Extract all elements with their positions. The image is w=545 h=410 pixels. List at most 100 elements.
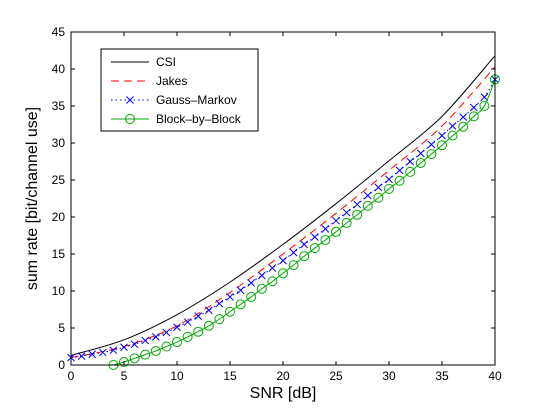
x-marker-stroke	[226, 293, 234, 301]
y-tick-label: 35	[52, 99, 66, 113]
x-marker-stroke	[374, 183, 383, 192]
x-tick-label: 5	[121, 369, 128, 383]
x-marker-stroke	[130, 340, 139, 349]
legend-label-jakes: Jakes	[156, 74, 187, 88]
data-point-gauss-markov	[194, 312, 203, 321]
data-point-block-by-block	[362, 200, 373, 211]
data-point-gauss-markov	[448, 122, 457, 130]
data-point-gauss-markov	[162, 328, 171, 337]
data-point-gauss-markov	[204, 306, 213, 315]
legend-marker-block-by-block	[125, 114, 135, 124]
data-point-gauss-markov	[88, 350, 97, 359]
x-marker-stroke	[204, 306, 213, 315]
data-point-block-by-block	[193, 326, 204, 337]
data-point-block-by-block	[299, 251, 310, 262]
data-point-gauss-markov	[438, 131, 446, 140]
data-point-gauss-markov	[406, 157, 415, 166]
legend-label-csi: CSI	[156, 55, 176, 69]
data-point-block-by-block	[458, 121, 469, 132]
x-tick-label: 20	[276, 369, 290, 383]
data-point-block-by-block	[256, 283, 267, 294]
x-marker-stroke	[173, 323, 181, 332]
data-point-block-by-block	[172, 337, 182, 348]
data-point-gauss-markov	[469, 103, 478, 112]
data-point-block-by-block	[150, 345, 161, 356]
data-point-block-by-block	[394, 175, 405, 186]
data-point-block-by-block	[140, 349, 151, 360]
data-point-gauss-markov	[257, 271, 266, 280]
data-point-gauss-markov	[120, 343, 128, 352]
x-marker-stroke	[257, 271, 266, 280]
data-point-block-by-block	[214, 314, 225, 325]
data-point-block-by-block	[225, 306, 235, 317]
x-marker-stroke	[406, 157, 415, 166]
x-marker-stroke	[77, 352, 86, 360]
x-marker-stroke	[194, 312, 203, 321]
data-point-block-by-block	[182, 331, 193, 342]
data-point-gauss-markov	[289, 248, 298, 257]
data-point-gauss-markov	[141, 336, 150, 345]
x-marker-stroke	[480, 93, 489, 101]
data-point-gauss-markov	[183, 318, 192, 326]
x-marker-stroke	[448, 122, 457, 130]
data-point-block-by-block	[278, 268, 288, 279]
data-point-block-by-block	[203, 320, 214, 331]
data-point-gauss-markov	[77, 352, 86, 360]
data-point-gauss-markov	[268, 264, 277, 272]
data-point-block-by-block	[373, 192, 384, 203]
data-point-gauss-markov	[300, 240, 309, 249]
series-csi	[70, 55, 496, 356]
y-tick-label: 25	[52, 173, 66, 187]
data-point-block-by-block	[405, 166, 416, 177]
x-tick-label: 15	[223, 369, 237, 383]
y-tick-label: 0	[58, 358, 65, 372]
data-point-gauss-markov	[279, 256, 287, 265]
y-tick-label: 20	[52, 210, 66, 224]
legend-box	[100, 48, 259, 132]
series-line-block-by-block	[113, 79, 496, 366]
data-point-block-by-block	[352, 209, 363, 220]
data-point-gauss-markov	[363, 191, 372, 200]
legend-label-block-by-block: Block–by–Block	[156, 112, 242, 126]
data-point-block-by-block	[479, 101, 490, 111]
y-axis-label: sum rate [bit/channel use]	[24, 107, 41, 290]
x-marker-stroke	[416, 149, 425, 158]
data-point-block-by-block	[267, 276, 278, 287]
x-marker-stroke	[247, 279, 256, 287]
axis-ticks: 0 5 10 15 20 25 30 35 40 0 5 10 15 20 25 30 35 40 45	[52, 25, 502, 383]
legend-marker-gauss-markov	[126, 96, 134, 104]
series-block-by-block	[108, 74, 500, 370]
data-point-block-by-block	[384, 183, 394, 194]
data-point-gauss-markov	[480, 93, 489, 101]
x-tick-label: 40	[488, 369, 502, 383]
x-marker-stroke	[459, 113, 468, 121]
legend-label-gauss-markov: Gauss–Markov	[156, 93, 237, 107]
data-point-gauss-markov	[353, 200, 362, 209]
y-tick-label: 45	[52, 25, 66, 39]
x-axis-label: SNR [dB]	[250, 385, 317, 402]
x-marker-stroke	[395, 166, 404, 175]
data-point-block-by-block	[415, 157, 426, 168]
x-marker-stroke	[88, 350, 97, 359]
x-marker-stroke	[321, 224, 330, 233]
x-marker-stroke	[289, 248, 298, 257]
data-point-gauss-markov	[374, 183, 383, 192]
x-tick-label: 35	[435, 369, 449, 383]
data-point-gauss-markov	[395, 166, 404, 175]
x-marker-stroke	[342, 208, 351, 217]
data-point-block-by-block	[246, 291, 257, 302]
x-tick-label: 30	[382, 369, 396, 383]
data-point-gauss-markov	[215, 299, 224, 308]
data-point-gauss-markov	[310, 233, 319, 241]
data-point-block-by-block	[426, 149, 437, 160]
data-point-gauss-markov	[321, 224, 330, 233]
data-point-gauss-markov	[459, 113, 468, 121]
x-marker-stroke	[120, 343, 128, 352]
plot-area	[67, 55, 500, 370]
data-point-gauss-markov	[98, 348, 107, 357]
data-point-block-by-block	[235, 299, 246, 310]
y-tick-label: 5	[58, 321, 65, 335]
data-point-gauss-markov	[236, 286, 245, 295]
x-marker-stroke	[236, 286, 245, 295]
